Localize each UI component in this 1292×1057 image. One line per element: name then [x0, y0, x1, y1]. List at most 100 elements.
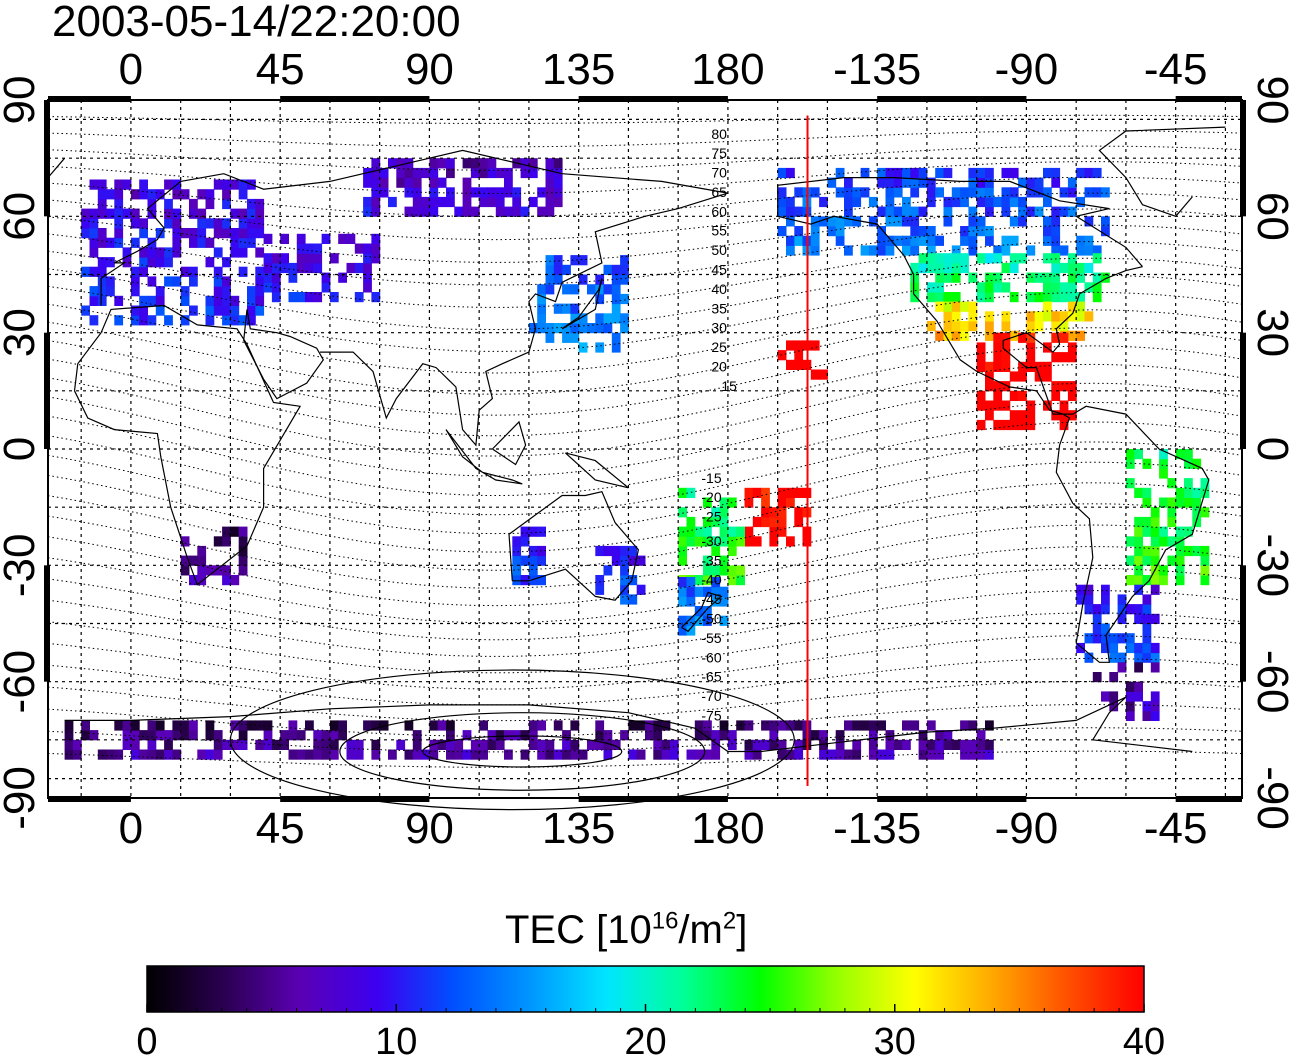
maglat-contour	[47, 727, 1243, 753]
maglat-label: -25	[701, 509, 721, 525]
top-lon-tick-label: 180	[691, 45, 764, 94]
right-lat-tick-label: 60	[1248, 192, 1292, 241]
left-lat-tick-label: -60	[0, 650, 44, 714]
coastline	[561, 278, 603, 330]
right-lat-tick-label: -60	[1248, 650, 1292, 714]
maglat-label: -65	[701, 669, 721, 685]
bottom-lon-tick-label: 45	[256, 804, 305, 853]
maglat-label: -50	[701, 611, 721, 627]
tec-region-australia-west	[512, 526, 546, 586]
maglat-contour	[47, 363, 1243, 457]
maglat-label: -60	[701, 649, 721, 665]
frame-tick-bar	[877, 96, 1027, 102]
maglat-label: 60	[711, 203, 727, 219]
maglat-contour	[47, 291, 1243, 374]
frame-tick-bar	[280, 96, 430, 102]
maglat-pole-contour	[422, 735, 623, 768]
colorbar-label-mid: /m	[678, 908, 723, 952]
axis-labels: 0045459090135135180180-135-135-90-90-45-…	[0, 45, 1292, 853]
maglat-contour	[47, 327, 1243, 416]
frame-tick-bar	[44, 332, 50, 449]
coastline	[508, 491, 640, 601]
colorbar-tick-label: 20	[624, 1021, 666, 1057]
frame-tick-bar	[877, 796, 1027, 802]
colorbar-tick-label: 10	[375, 1021, 417, 1057]
top-lon-tick-label: 90	[405, 45, 454, 94]
tec-region-new-zealand	[678, 577, 729, 636]
maglat-contour	[47, 524, 1243, 607]
tec-region-europe	[81, 179, 265, 326]
coastline	[320, 192, 729, 447]
left-lat-tick-label: -90	[0, 766, 44, 830]
frame-tick-bar	[48, 796, 131, 802]
right-lat-tick-label: 0	[1248, 437, 1292, 461]
top-lon-tick-label: 0	[119, 45, 143, 94]
maglat-label: 40	[711, 281, 727, 297]
maglat-contour	[47, 441, 1243, 535]
maglat-label: -55	[701, 630, 721, 646]
right-lat-tick-label: 30	[1248, 308, 1292, 357]
tec-region-africa-south	[180, 526, 248, 586]
colorbar-tick-label: 30	[874, 1021, 916, 1057]
frame-tick-bar	[1175, 796, 1242, 802]
left-lat-tick-label: 60	[0, 192, 44, 241]
maglat-label: 50	[711, 242, 727, 258]
map-plot-area	[44, 96, 1246, 811]
frame-tick-bar	[280, 796, 430, 802]
frame-tick-bar	[1240, 100, 1246, 217]
plot-title: 2003-05-14/22:20:00	[52, 0, 461, 46]
grid-lines	[48, 100, 1242, 798]
bottom-lon-tick-label: -135	[833, 804, 921, 853]
maglat-contour	[47, 114, 1243, 124]
coastline	[100, 149, 729, 306]
coastline	[681, 591, 723, 633]
colorbar-label-exp1: 16	[651, 907, 679, 935]
coastline	[777, 177, 1210, 663]
colorbar-label: TEC [1016/m2]	[505, 906, 747, 954]
colorbar-tick-label: 0	[136, 1021, 157, 1057]
bottom-lon-tick-label: -45	[1144, 804, 1208, 853]
top-lon-tick-label: 135	[542, 45, 615, 94]
top-lon-tick-label: -45	[1144, 45, 1208, 94]
coastline	[491, 420, 527, 466]
maglat-contour	[47, 482, 1243, 571]
top-lon-tick-label: 45	[256, 45, 305, 94]
maglat-contour	[47, 657, 1243, 706]
coastline	[243, 309, 325, 400]
coastline	[47, 157, 66, 178]
maglat-label: 15	[721, 378, 737, 394]
bottom-lon-tick-label: -90	[995, 804, 1059, 853]
maglat-label: 55	[711, 223, 727, 239]
maglat-label: -35	[701, 552, 721, 568]
tec-region-east-europe	[263, 233, 381, 303]
frame-tick-bar	[44, 100, 50, 217]
colorbar-label-main: TEC [10	[505, 908, 652, 952]
maglat-label: 30	[711, 320, 727, 336]
maglat-contour	[47, 145, 1243, 171]
tec-region-south-america-east	[1125, 449, 1210, 586]
colorbar-label-end: ]	[736, 908, 748, 952]
tec-region-russia-north	[363, 158, 563, 217]
frame-tick-bar	[578, 796, 728, 802]
tec-region-south-america-south	[1076, 584, 1160, 663]
maglat-label: -75	[701, 707, 721, 723]
maglat-label: 75	[711, 145, 727, 161]
maglat-label: 45	[711, 262, 727, 278]
frame-tick-bar	[578, 96, 728, 102]
maglat-label: 70	[711, 165, 727, 181]
maglat-label: 20	[711, 358, 727, 374]
maglat-contour	[47, 208, 1243, 263]
left-lat-tick-label: -30	[0, 534, 44, 598]
maglat-label: 25	[711, 339, 727, 355]
maglat-contour	[47, 750, 1243, 768]
frame-tick-bar	[44, 565, 50, 682]
tec-region-australia-east	[595, 545, 646, 605]
colorbar-tick-label: 40	[1123, 1021, 1165, 1057]
frame-tick-bar	[48, 96, 131, 102]
maglat-contour	[47, 680, 1243, 722]
tec-region-north-america-north	[777, 167, 1110, 256]
maglat-label: 65	[711, 184, 727, 200]
maglat-contour	[47, 192, 1243, 241]
tec-region-north-america-south	[926, 301, 1094, 341]
